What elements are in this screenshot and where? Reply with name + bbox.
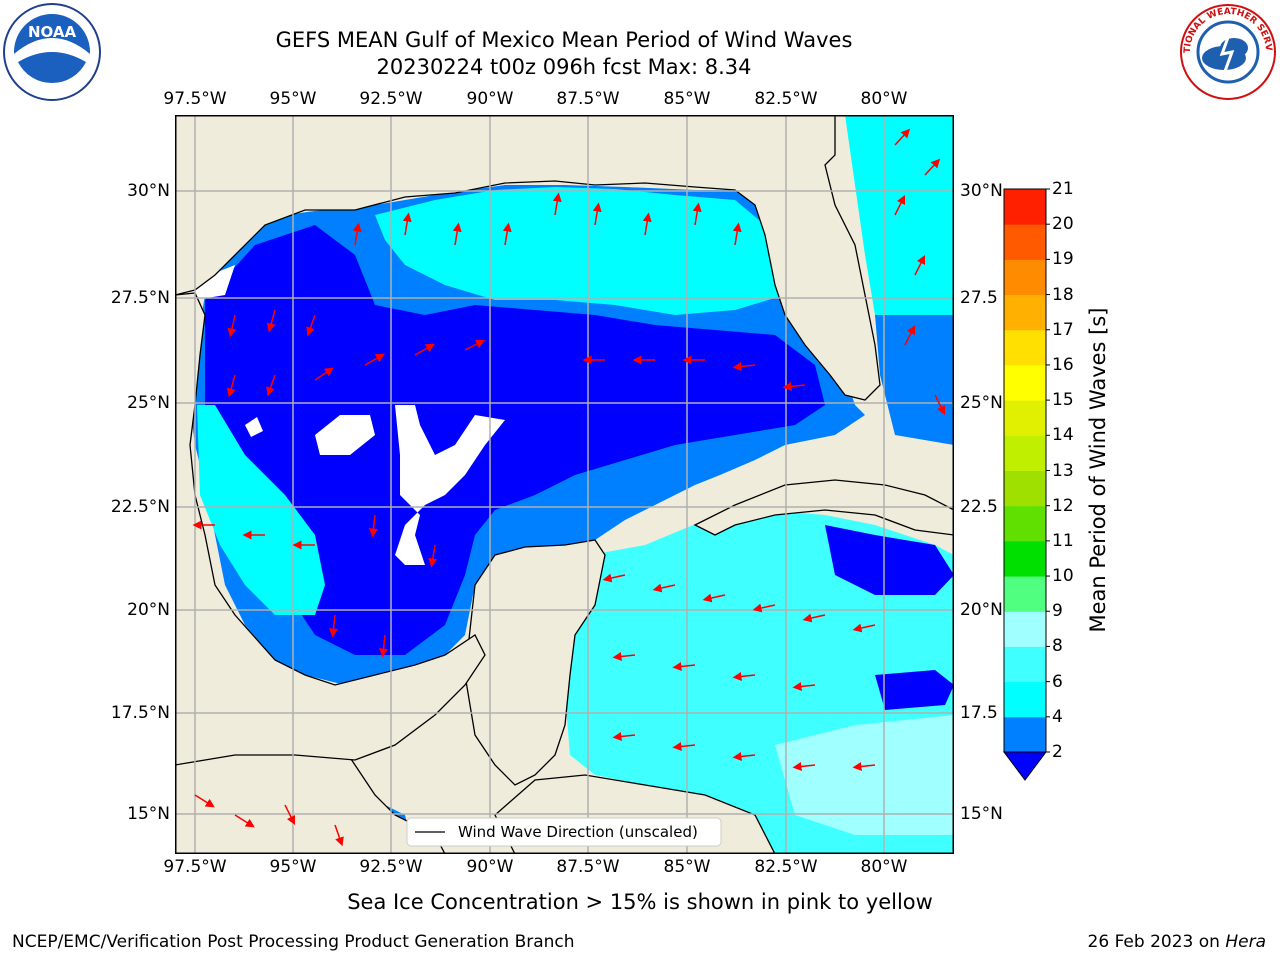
lon-label: 82.5°W: [754, 857, 818, 877]
colorbar-segment: [1004, 224, 1046, 260]
lon-label: 92.5°W: [359, 857, 423, 877]
colorbar: [1003, 188, 1050, 781]
colorbar-tick-label: 18: [1052, 284, 1074, 305]
caribbean-lighter: [775, 715, 954, 835]
cyan-shelf-north: [375, 187, 785, 315]
land-yucatan: [464, 539, 606, 786]
colorbar-segment: [1004, 505, 1046, 542]
nodata-area: [315, 415, 375, 455]
graticule: [175, 115, 954, 854]
caribbean-deep-2: [875, 670, 954, 710]
map-frame: [175, 115, 954, 854]
colorbar-tick-label: 8: [1052, 636, 1063, 657]
land-mexico-west: [175, 292, 486, 766]
colorbar-segment: [1004, 470, 1046, 507]
chart-title: GEFS MEAN Gulf of Mexico Mean Period of …: [275, 28, 853, 52]
lat-label: 20°N: [960, 600, 1003, 620]
footer-credit: NCEP/EMC/Verification Post Processing Pr…: [12, 932, 575, 952]
colorbar-segment: [1004, 681, 1046, 718]
colorbar-tick-label: 21: [1052, 179, 1074, 199]
footer-host: Hera: [1225, 932, 1266, 952]
colorbar-tick-label: 11: [1052, 530, 1074, 551]
colorbar-segment: [1004, 294, 1046, 331]
colorbar-segment: [1004, 259, 1046, 296]
colorbar-tick-label: 9: [1052, 601, 1063, 622]
legend-label: Wind Wave Direction (unscaled): [458, 823, 698, 841]
colorbar-segment: [1004, 364, 1046, 401]
footer-date-text: 26 Feb 2023 on: [1087, 932, 1226, 952]
colorbar-tick-label: 17: [1052, 319, 1074, 340]
lon-label: 97.5°W: [163, 857, 227, 877]
lat-label: 27.5°N: [110, 288, 170, 308]
lat-label: 30°N: [127, 181, 170, 201]
lon-label: 90°W: [466, 89, 514, 109]
nws-logo: NATIONAL WEATHER SERVICE: [1178, 2, 1276, 100]
lat-label: 20°N: [127, 600, 170, 620]
colorbar-label: Mean Period of Wind Waves [s]: [1086, 307, 1110, 633]
deep-blue-band: [205, 225, 825, 655]
lat-label: 15°N: [127, 804, 170, 824]
colorbar-tick-label: 2: [1052, 742, 1063, 762]
lat-label: 25°N: [127, 393, 170, 413]
colorbar-tick-label: 6: [1052, 671, 1063, 692]
colorbar-segment: [1004, 646, 1046, 683]
colorbar-tick-label: 12: [1052, 495, 1074, 516]
lon-label: 80°W: [860, 89, 908, 109]
colorbar-segment: [1004, 611, 1046, 647]
gulf-map: Wind Wave Direction (unscaled): [175, 115, 954, 854]
lon-label: 80°W: [860, 857, 908, 877]
lon-label: 90°W: [466, 857, 514, 877]
colorbar-tick-label: 14: [1052, 425, 1074, 446]
noaa-logo: NOAA: [3, 3, 101, 101]
colorbar-segment: [1004, 435, 1046, 471]
land-us-gulf-coast: [175, 115, 954, 401]
footer-date: 26 Feb 2023 on Hera: [1088, 932, 1266, 952]
lat-label: 22.5: [960, 497, 998, 517]
lon-label: 95°W: [269, 857, 317, 877]
atlantic-deep: [875, 315, 954, 445]
colorbar-under-triangle: [1003, 751, 1047, 781]
lon-label: 97.5°W: [163, 89, 227, 109]
lon-label: 85°W: [663, 89, 711, 109]
lat-label: 22.5°N: [110, 497, 170, 517]
caribbean-deep: [825, 525, 954, 595]
lat-label: 25°N: [960, 393, 1003, 413]
lon-label: 87.5°W: [556, 857, 620, 877]
colorbar-segments: [1004, 189, 1046, 753]
lon-label: 82.5°W: [754, 89, 818, 109]
nodata-area: [395, 405, 505, 565]
lon-label: 87.5°W: [556, 89, 620, 109]
noaa-logo-text: NOAA: [28, 23, 77, 41]
colorbar-tick-label: 4: [1052, 706, 1063, 727]
lat-label: 30°N: [960, 181, 1003, 201]
nodata-area: [245, 417, 263, 437]
colorbar-segment: [1004, 329, 1046, 366]
colorbar-segment: [1004, 576, 1046, 612]
colorbar-tick-label: 16: [1052, 354, 1074, 375]
wind-wave-arrows: [192, 128, 946, 847]
chart-subtitle: 20230224 t00z 096h fcst Max: 8.34: [376, 55, 752, 79]
lat-label: 17.5: [960, 703, 998, 723]
colorbar-tick-label: 15: [1052, 390, 1074, 411]
lat-label: 17.5°N: [110, 703, 170, 723]
colorbar-segment: [1004, 540, 1046, 577]
lat-label: 15°N: [960, 804, 1003, 824]
colorbar-segment: [1004, 716, 1046, 753]
colorbar-tick-label: 20: [1052, 214, 1074, 235]
colorbar-tick-label: 19: [1052, 249, 1074, 270]
sea-ice-note: Sea Ice Concentration > 15% is shown in …: [347, 890, 933, 914]
colorbar-segment: [1004, 189, 1046, 225]
lat-label: 27.5: [960, 288, 998, 308]
lon-label: 95°W: [269, 89, 317, 109]
lon-label: 92.5°W: [359, 89, 423, 109]
colorbar-segment: [1004, 400, 1046, 436]
map-legend: Wind Wave Direction (unscaled): [406, 817, 722, 847]
colorbar-tick-label: 13: [1052, 460, 1074, 481]
colorbar-tick-label: 10: [1052, 566, 1074, 587]
lon-label: 85°W: [663, 857, 711, 877]
